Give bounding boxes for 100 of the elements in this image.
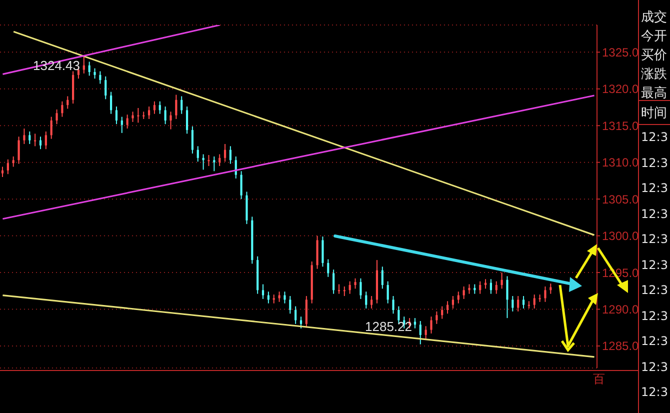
candlestick (294, 306, 297, 324)
candlestick (44, 131, 47, 150)
candlestick (94, 68, 96, 80)
text: 12:3 (641, 308, 668, 322)
candlestick (229, 146, 232, 164)
candlestick (218, 154, 221, 167)
candlestick (148, 106, 150, 120)
y-tick-label: 1290.0 (602, 302, 640, 316)
candlestick (18, 136, 20, 164)
annotation: 1285.22 (365, 319, 412, 334)
candlestick (348, 280, 351, 294)
candlestick (544, 286, 546, 302)
text: 12:3 (641, 283, 668, 297)
candlestick (462, 286, 465, 300)
candlestick (278, 291, 280, 302)
candlestick (23, 128, 26, 144)
candlestick (441, 306, 444, 320)
candlestick (517, 296, 520, 312)
y-tick-label: 1325.0 (602, 45, 640, 60)
candlestick (430, 316, 432, 334)
text: 12:3 (641, 156, 668, 170)
candlestick (126, 114, 128, 130)
y-tick-label: 1310.0 (602, 156, 640, 170)
candlestick (452, 296, 454, 310)
candlestick (50, 116, 52, 140)
candlestick (142, 111, 145, 120)
candlestick (300, 316, 302, 329)
text: 成交 (641, 9, 667, 26)
candlestick (39, 136, 42, 150)
candlestick (436, 310, 438, 324)
y-tick-label: 1300.0 (602, 229, 640, 244)
candlestick (186, 106, 188, 134)
text: 12:3 (641, 206, 668, 220)
candlestick (1, 166, 4, 178)
candlestick (468, 284, 470, 294)
candlestick (322, 236, 324, 268)
text: 时间 (641, 105, 667, 122)
text: 买价 (641, 47, 667, 64)
candlestick (533, 294, 536, 310)
candlestick (284, 291, 286, 304)
candlestick (88, 61, 90, 76)
text: 12:3 (641, 232, 668, 246)
candlestick (153, 100, 156, 114)
y-tick-label: 1285.0 (602, 339, 640, 354)
candlestick (196, 146, 199, 162)
candlestick (370, 296, 373, 310)
text: 今开 (641, 28, 667, 45)
candlestick (262, 284, 264, 300)
candlestick (386, 280, 389, 304)
text: 涨跌 (641, 66, 667, 83)
candlestick (175, 94, 178, 120)
candlestick (137, 107, 140, 124)
candlestick (424, 326, 427, 340)
y-tick-label: 1320.0 (602, 82, 640, 96)
candlestick (82, 56, 85, 74)
candlestick (512, 296, 514, 312)
candlestick (180, 96, 183, 114)
candlestick (495, 280, 498, 294)
candlestick (414, 318, 416, 329)
text: 12:3 (641, 385, 668, 399)
candlestick (99, 70, 102, 84)
candlestick (490, 278, 492, 294)
candlestick (164, 106, 166, 125)
candlestick (289, 296, 292, 314)
candlestick (66, 96, 69, 110)
candlestick (110, 91, 112, 114)
candlestick (34, 133, 36, 147)
candlestick (115, 106, 118, 125)
text: 12:3 (641, 130, 668, 144)
candlestick (213, 156, 216, 172)
candlestick (392, 296, 394, 314)
candlestick (28, 131, 31, 144)
candlestick (158, 100, 161, 114)
candlestick (240, 170, 242, 200)
candlestick (208, 154, 210, 167)
candlestick (170, 111, 172, 130)
y-tick-label: 1315.0 (602, 118, 640, 133)
candlestick (550, 283, 552, 294)
candlestick (360, 278, 362, 300)
candlestick (354, 278, 356, 290)
text: 12:3 (641, 334, 668, 348)
candlestick (500, 272, 503, 290)
candlestick (61, 100, 64, 118)
candlestick (381, 266, 384, 290)
candlestick (327, 258, 330, 278)
candlestick (522, 296, 525, 310)
candlestick (56, 108, 58, 125)
candlestick (191, 126, 194, 154)
candlestick (224, 143, 226, 162)
candlestick (12, 156, 14, 168)
y-tick-label: 1305.0 (602, 192, 640, 206)
candlestick (104, 76, 107, 100)
candlestick (6, 158, 9, 175)
candlestick (343, 286, 346, 297)
text: 百 (593, 371, 605, 388)
candlestick (538, 294, 541, 302)
candlestick (365, 291, 368, 310)
text: 12:3 (641, 258, 668, 272)
text: 最高 (641, 85, 667, 102)
candlestick (132, 111, 134, 122)
